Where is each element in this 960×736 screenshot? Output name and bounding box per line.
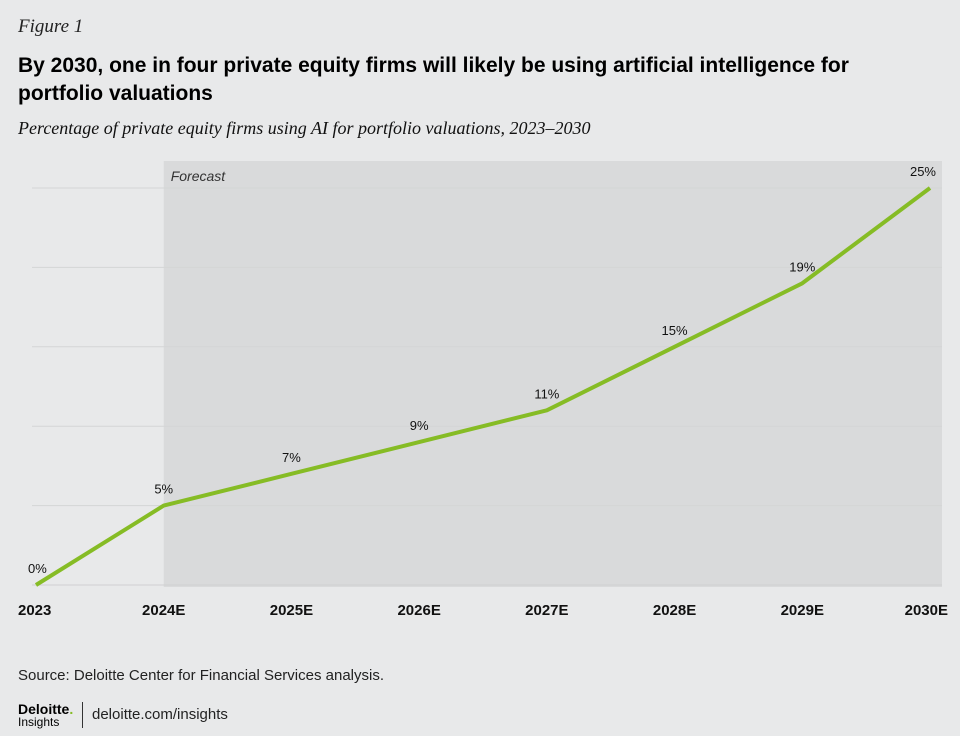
logo-brand-text: Deloitte — [18, 701, 70, 717]
data-label: 11% — [534, 386, 559, 401]
x-tick-label: 2029E — [781, 602, 824, 619]
line-chart: Forecast 0%5%7%9%11%15%19%25% 2023 2024E 2… — [18, 161, 948, 619]
x-tick-label: 2028E — [653, 602, 696, 619]
x-tick-label: 2023 — [18, 602, 51, 619]
source-note: Source: Deloitte Center for Financial Se… — [18, 667, 384, 684]
data-labels: 0% 5% 7% 9% 11% 15% 19% 25% — [28, 164, 936, 576]
data-label: 25% — [910, 164, 936, 179]
logo-subtext: Insights — [18, 715, 60, 729]
chart-subtitle: Percentage of private equity firms using… — [18, 118, 591, 138]
data-label: 15% — [662, 323, 688, 338]
data-label: 0% — [28, 561, 47, 576]
forecast-band — [163, 161, 942, 587]
logo-dot: . — [69, 701, 74, 717]
x-tick-label: 2024E — [142, 602, 185, 619]
footer-divider — [82, 702, 83, 728]
x-tick-label: 2030E — [905, 602, 948, 619]
x-tick-label: 2026E — [397, 602, 440, 619]
data-label: 5% — [154, 482, 173, 497]
x-tick-label: 2025E — [270, 602, 313, 619]
footer-url[interactable]: deloitte.com/insights — [92, 706, 228, 723]
series-line — [34, 186, 932, 587]
deloitte-logo: Deloitte. — [18, 702, 73, 716]
data-label: 9% — [410, 418, 429, 433]
figure-label: Figure 1 — [18, 16, 84, 37]
forecast-label: Forecast — [171, 168, 227, 184]
series-line-path — [34, 186, 932, 587]
x-axis-ticks: 2023 2024E 2025E 2026E 2027E 2028E 2029E 2030E — [18, 602, 948, 619]
chart-title: By 2030, one in four private equity firm… — [18, 54, 849, 105]
data-label: 7% — [282, 450, 301, 465]
x-tick-label: 2027E — [525, 602, 568, 619]
data-label: 19% — [789, 259, 815, 274]
